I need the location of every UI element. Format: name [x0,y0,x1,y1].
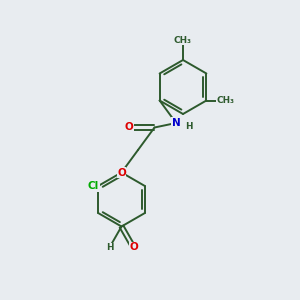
Text: N: N [172,118,181,128]
Text: O: O [117,167,126,178]
Text: H: H [185,122,193,131]
Text: CH₃: CH₃ [217,96,235,105]
Text: H: H [106,243,113,252]
Text: O: O [129,242,138,253]
Text: CH₃: CH₃ [174,36,192,45]
Text: Cl: Cl [88,181,99,191]
Text: O: O [124,122,134,133]
